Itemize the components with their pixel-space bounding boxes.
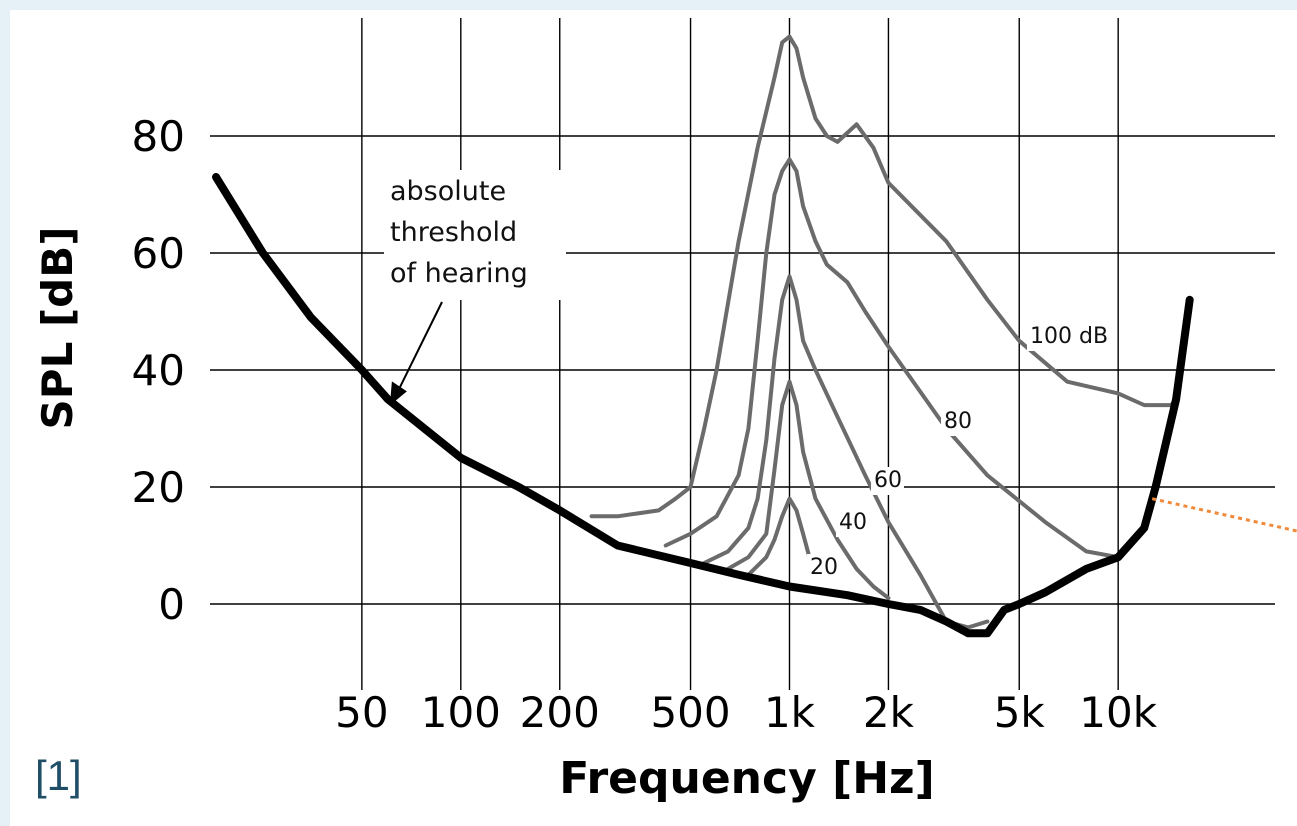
curve-label-box (871, 467, 904, 495)
curve-label: 100 dB (1030, 324, 1108, 349)
x-tick-label: 10k (1079, 688, 1157, 737)
curve-label-box (807, 554, 840, 582)
masking-curve-4 (746, 496, 818, 577)
y-axis-label: SPL [dB] (33, 227, 82, 430)
x-tick-label: 50 (335, 688, 388, 737)
y-tick-label: 40 (132, 346, 185, 395)
curve-label-box (836, 509, 869, 537)
y-tick-label: 20 (132, 463, 185, 512)
annotation-text: absolute (390, 176, 506, 207)
masking-curve-0 (589, 34, 1179, 519)
series-layer (212, 34, 1297, 638)
curve-label: 80 (944, 409, 972, 434)
x-tick-label: 200 (520, 688, 600, 737)
curve-label-box (1027, 323, 1114, 351)
curve-label: 60 (874, 468, 902, 493)
x-tick-label: 1k (764, 688, 816, 737)
grid (210, 18, 1275, 690)
x-tick-label: 5k (994, 688, 1046, 737)
curve-label: 20 (810, 555, 838, 580)
curve-label: 40 (839, 510, 867, 535)
annotation-arrow (394, 301, 443, 396)
y-tick-label: 60 (132, 229, 185, 278)
threshold-curve (212, 173, 1194, 638)
y-tick-label: 0 (158, 580, 185, 629)
figure-panel: 50 100 200 500 1k 2k 5k 10k 0 20 40 60 80 100 dB 80 60 4… (10, 10, 1297, 826)
curve-label-box (941, 408, 974, 436)
x-tick-label: 2k (863, 688, 915, 737)
y-tick-label: 80 (132, 112, 185, 161)
annotation-text: threshold (390, 217, 517, 248)
masking-curve-2 (702, 274, 990, 630)
orange-dotted-line (1151, 497, 1297, 533)
annotation-box (384, 170, 566, 300)
x-axis-label: Frequency [Hz] (559, 753, 935, 804)
masking-curve-1 (663, 157, 1121, 560)
masking-curve-3 (726, 379, 891, 601)
annotation-text: of hearing (390, 258, 528, 289)
x-tick-label: 100 (421, 688, 501, 737)
x-tick-label: 500 (650, 688, 730, 737)
reference-label: [1] (35, 752, 82, 799)
annotation-arrowhead (389, 381, 407, 406)
